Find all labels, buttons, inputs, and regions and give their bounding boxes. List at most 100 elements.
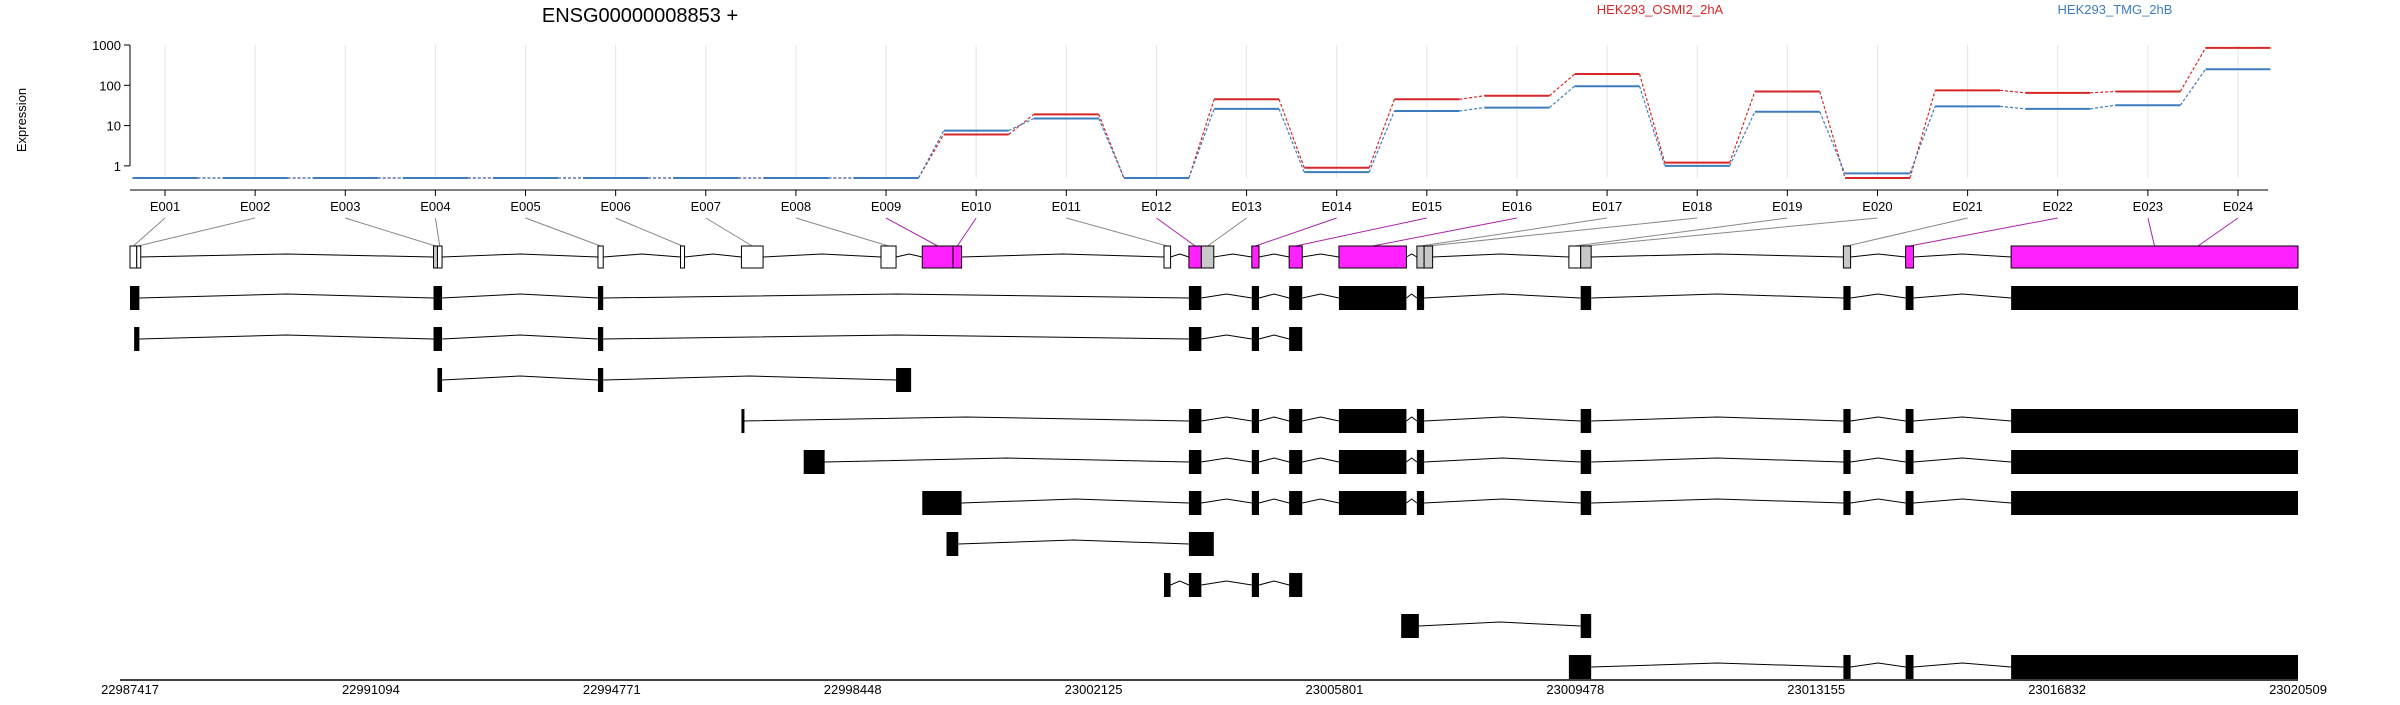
exon-bin-E021 (1842, 245, 1852, 269)
transcript-intron (1201, 334, 1252, 340)
transcript-intron (1170, 580, 1190, 586)
x-tick-label-E001: E001 (150, 199, 180, 214)
exon-link-E022 (1909, 217, 2058, 247)
transcript-exon-11 (1905, 286, 1914, 310)
x-tick-label-E010: E010 (961, 199, 991, 214)
exon-bin-E007 (740, 245, 764, 269)
transcript-intron (1406, 457, 1418, 463)
transcript-exon-3 (597, 286, 604, 310)
transcript-intron (139, 293, 434, 299)
transcript-exon-5 (1338, 409, 1407, 433)
transcript-exon-4 (1289, 573, 1303, 597)
transcript-intron (1406, 498, 1418, 504)
exon-link-E016 (1372, 217, 1518, 247)
genome-tick-label-22987417: 22987417 (101, 682, 159, 697)
series-connector-E018 (1729, 111, 1756, 167)
transcript-exon-1 (437, 368, 443, 392)
exon-bin-E010 (952, 245, 963, 269)
exon-bin-E018 (1423, 245, 1434, 269)
legend-label-HEK293_OSMI2_2hA: HEK293_OSMI2_2hA (1597, 2, 1724, 17)
transcript-intron (1406, 293, 1418, 299)
x-tick-label-E012: E012 (1141, 199, 1171, 214)
transcript-9 (1401, 614, 1592, 638)
x-tick-label-E008: E008 (781, 199, 811, 214)
series-lines (132, 46, 2271, 179)
exon-bin-E016 (1338, 245, 1407, 269)
exon-link-E020 (1585, 217, 1878, 247)
series-connector-E020 (1909, 90, 1936, 179)
transcript-intron (1302, 457, 1340, 463)
transcript-intron (1258, 293, 1290, 299)
legend: HEK293_OSMI2_2hA HEK293_TMG_2hB (1597, 2, 2173, 17)
transcript-exon-3 (1251, 573, 1260, 597)
transcript-exon-1 (1568, 655, 1592, 679)
series-connector-E009 (917, 130, 945, 179)
series-connector-E010 (1008, 113, 1035, 135)
transcript-exon-7 (1580, 409, 1592, 433)
exon-link-E006 (615, 217, 683, 247)
transcript-7 (946, 532, 1214, 556)
x-tick-label-E023: E023 (2133, 199, 2163, 214)
exon-bin-E013 (1200, 245, 1215, 269)
transcript-exon-2 (1188, 573, 1202, 597)
x-tick-label-E014: E014 (1322, 199, 1352, 214)
transcript-exon-7 (1580, 450, 1592, 474)
exon-link-E009 (885, 217, 938, 247)
exon-link-E024 (2197, 217, 2239, 247)
series-connector-E013 (1278, 108, 1305, 173)
transcript-exon-5 (1338, 491, 1407, 515)
transcript-intron (958, 539, 1189, 545)
transcript-exon-2 (1843, 655, 1851, 679)
series-connector-E017 (1638, 86, 1666, 167)
gene-model-intron (1213, 253, 1252, 258)
gene-model-intron (684, 253, 742, 258)
exon-bin-E006 (680, 245, 686, 269)
genome-tick-label-22998448: 22998448 (824, 682, 882, 697)
x-tick-label-E019: E019 (1772, 199, 1802, 214)
series-connector-E019 (1819, 111, 1846, 174)
transcript-intron (1201, 416, 1252, 422)
transcript-intron (1591, 416, 1844, 422)
exon-link-E003 (345, 217, 436, 247)
transcript-intron (742, 416, 1189, 422)
transcript-exon-1 (130, 286, 140, 310)
series-connector-E023 (2179, 47, 2207, 92)
exon-link-E019 (1574, 217, 1788, 247)
series-connector-E022 (2090, 90, 2116, 94)
transcript-exon-4 (1188, 286, 1202, 310)
series-connector-E015 (1459, 95, 1485, 100)
gene-model-intron (139, 253, 434, 258)
x-tick-label-E007: E007 (691, 199, 721, 214)
genome-tick-label-22991094: 22991094 (342, 682, 400, 697)
transcript-exon-8 (1843, 409, 1851, 433)
transcript-exon-7 (1338, 286, 1407, 310)
transcript-intron (1424, 416, 1581, 422)
series-connector-E013 (1278, 99, 1305, 168)
exon-link-E023 (2147, 217, 2156, 247)
genome-tick-label-23002125: 23002125 (1065, 682, 1123, 697)
transcript-intron (1258, 334, 1290, 340)
exon-link-E002 (137, 217, 256, 247)
x-tick-label-E003: E003 (330, 199, 360, 214)
transcript-intron (1913, 293, 2012, 299)
y-axis: 1 10 100 1000 (92, 38, 131, 174)
x-tick-label-E020: E020 (1862, 199, 1892, 214)
transcript-intron (1258, 580, 1290, 586)
legend-label-HEK293_TMG_2hB: HEK293_TMG_2hB (2058, 2, 2173, 17)
transcript-exon-2 (1188, 409, 1202, 433)
genome-axis: 22987417 22991094 22994771 22998448 23002125… (101, 679, 2327, 697)
transcript-exon-6 (1289, 327, 1303, 351)
exon-bin-E004 (436, 245, 443, 269)
genome-tick-label-23020509: 23020509 (2269, 682, 2327, 697)
x-tick-label-E021: E021 (1952, 199, 1982, 214)
gene-model-intron (961, 253, 1165, 258)
y-tick-label-1000: 1000 (92, 38, 121, 53)
x-tick-label-E016: E016 (1502, 199, 1532, 214)
exon-bin-E002 (136, 245, 142, 269)
gene-model-intron (1591, 253, 1844, 258)
y-axis-label: Expression (14, 88, 29, 152)
transcript-exon-2 (1188, 491, 1202, 515)
series-HEK293_OSMI2_2hA (132, 46, 2271, 179)
transcript-2 (134, 327, 1303, 351)
transcript-exon-4 (2011, 655, 2298, 679)
